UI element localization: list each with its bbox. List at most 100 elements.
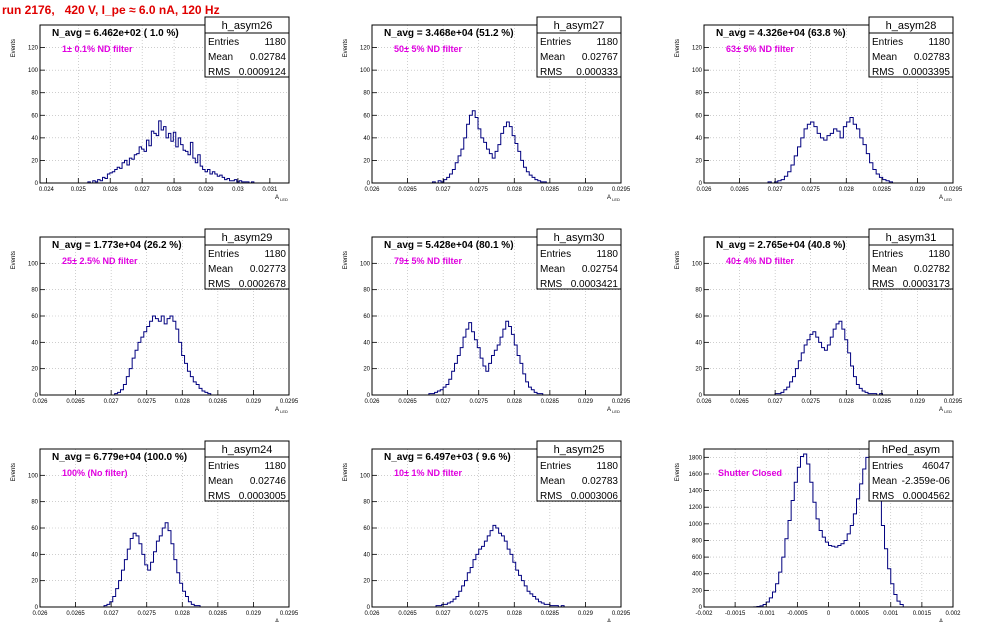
y-tick-label: 80 [31, 500, 38, 506]
y-tick-label: 40 [363, 136, 370, 142]
x-tick-label: 0.0265 [66, 611, 85, 617]
x-tick-label: 0.0285 [541, 611, 560, 617]
stats-value: 0.02783 [582, 476, 619, 487]
y-tick-label: 60 [363, 314, 370, 320]
x-tick-label: 0.027 [104, 611, 120, 617]
y-tick-label: 20 [363, 158, 370, 164]
stats-box [536, 32, 622, 78]
x-tick-label: 0.0275 [138, 399, 157, 405]
y-tick-label: 0 [35, 605, 39, 611]
stats-value: 1180 [928, 249, 950, 260]
y-tick-label: 1000 [689, 522, 703, 528]
y-tick-label: 40 [31, 340, 38, 346]
stats-label: Entries [540, 37, 571, 48]
y-axis-label: Events [11, 39, 17, 57]
stats-value: 1180 [264, 249, 286, 260]
histogram-panel-h_asym28: 0.026 0.0265 0.027 0.0275 0.028 0.0285 0.029 0.… [675, 16, 963, 202]
histogram-panel-h_asym30: 0.026 0.0265 0.027 0.0275 0.028 0.0285 0.029 0.… [343, 228, 631, 414]
stats-value: 1180 [264, 461, 286, 472]
n-avg-text: N_avg = 6.462e+02 ( 1.0 %) [52, 28, 179, 39]
x-tick-label: 0.029 [578, 611, 594, 617]
stats-label: RMS [872, 67, 895, 78]
histogram-panel-hPed_asym: -0.002 -0.0015 -0.001 -0.0005 0 0.0005 0.001 0.… [675, 440, 961, 622]
y-tick-label: 100 [28, 473, 39, 479]
x-tick-label: 0.0275 [138, 611, 157, 617]
y-axis-label: Events [343, 251, 349, 269]
x-tick-label: 0.0295 [612, 187, 631, 193]
x-tick-label: 0.001 [883, 611, 899, 617]
y-tick-label: 80 [31, 91, 38, 97]
y-axis-label: Events [343, 463, 349, 481]
x-tick-label: 0.0295 [944, 399, 963, 405]
stats-label: Entries [872, 249, 903, 260]
stats-value: 0.02746 [250, 476, 287, 487]
stats-label: Mean [208, 264, 233, 275]
stats-value: 0.02754 [582, 264, 619, 275]
stats-label: Mean [540, 52, 565, 63]
stats-label: Mean [872, 264, 897, 275]
filter-note: 63± 5% ND filter [726, 44, 794, 54]
x-axis-label: A LED [607, 407, 620, 414]
x-tick-label: 0.0275 [802, 187, 821, 193]
stats-label: RMS [872, 279, 895, 290]
x-tick-label: 0.0295 [612, 611, 631, 617]
stats-value: 1180 [264, 37, 286, 48]
x-axis-label: A LED [607, 195, 620, 202]
y-tick-label: 100 [360, 261, 371, 267]
stats-label: RMS [540, 279, 563, 290]
histogram-panel-h_asym26: 0.024 0.025 0.026 0.027 0.028 0.029 0.03 0.031 0… [11, 16, 290, 202]
y-tick-label: 60 [695, 314, 702, 320]
x-tick-label: 0.028 [167, 187, 183, 193]
plot-frame [371, 24, 622, 184]
x-tick-label: 0.0285 [541, 399, 560, 405]
n-avg-text: N_avg = 6.497e+03 ( 9.6 %) [384, 452, 511, 463]
y-tick-label: 100 [360, 473, 371, 479]
histogram-panel-h_asym29: 0.026 0.0265 0.027 0.0275 0.028 0.0285 0.029 0.… [11, 228, 299, 414]
histogram-line-h_asym31 [774, 320, 886, 396]
y-axis-label: Events [675, 463, 681, 481]
y-tick-label: 0 [367, 393, 371, 399]
y-tick-label: 20 [31, 579, 38, 585]
y-tick-label: 80 [695, 288, 702, 294]
stats-value: 0.0003005 [239, 491, 287, 502]
x-tick-label: 0.029 [246, 399, 262, 405]
stats-box [536, 244, 622, 290]
y-tick-label: 80 [363, 288, 370, 294]
histogram-panel-h_asym31: 0.026 0.0265 0.027 0.0275 0.028 0.0285 0.029 0.… [675, 228, 963, 414]
stats-value: 0.000333 [576, 67, 618, 78]
x-tick-label: 0.026 [696, 399, 712, 405]
stats-label: Mean [208, 476, 233, 487]
stats-value: 46047 [922, 461, 950, 472]
stats-histogram-name: h_asym25 [554, 444, 605, 456]
y-tick-label: 20 [695, 158, 702, 164]
histogram-line-h_asym30 [428, 320, 544, 395]
stats-value: 0.02784 [250, 52, 287, 63]
histogram-line-h_asym28 [767, 117, 894, 184]
x-tick-label: 0.028 [839, 187, 855, 193]
x-tick-label: 0.027 [135, 187, 151, 193]
x-tick-label: 0.027 [104, 399, 120, 405]
y-axis-label: Events [343, 39, 349, 57]
y-tick-label: 0 [367, 181, 371, 187]
x-tick-label: 0.028 [507, 611, 523, 617]
stats-value: 1180 [928, 37, 950, 48]
x-tick-label: -0.0015 [725, 611, 746, 617]
x-tick-label: 0.028 [507, 399, 523, 405]
y-tick-label: 40 [363, 552, 370, 558]
histogram-line-h_asym25 [435, 524, 565, 608]
stats-box [204, 32, 290, 78]
x-tick-label: 0.027 [768, 399, 784, 405]
y-axis-label: Events [11, 251, 17, 269]
stats-histogram-name: h_asym27 [554, 20, 605, 32]
y-axis-label: Events [675, 251, 681, 269]
stats-label: RMS [540, 491, 563, 502]
x-tick-label: 0.03 [232, 187, 244, 193]
filter-note: Shutter Closed [718, 468, 782, 478]
y-tick-label: 100 [692, 261, 703, 267]
x-tick-label: 0.0265 [730, 187, 749, 193]
histogram-line-h_asym26 [87, 120, 255, 184]
x-tick-label: 0.0275 [802, 399, 821, 405]
x-tick-label: 0.0295 [280, 611, 299, 617]
stats-histogram-name: h_asym28 [886, 20, 937, 32]
